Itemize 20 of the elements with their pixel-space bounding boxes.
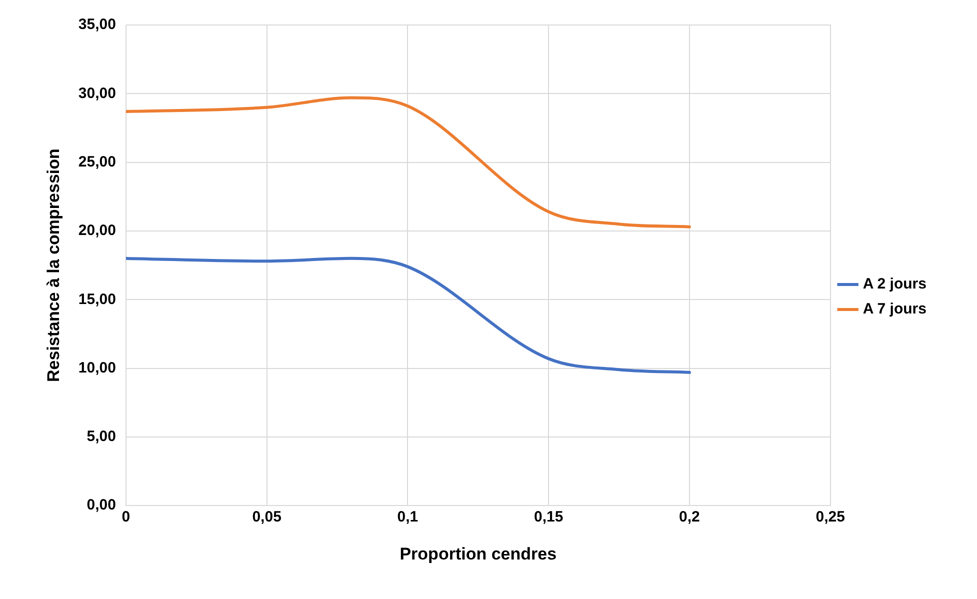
x-tick-label: 0,05 (252, 508, 282, 526)
y-axis-title: Resistance à la compression (44, 148, 63, 382)
y-tick-label: 30,00 (78, 84, 116, 102)
x-tick-label: 0,2 (679, 508, 700, 526)
line-series (126, 256, 691, 374)
y-tick-label: 20,00 (78, 222, 116, 240)
legend-label: A 7 jours (862, 300, 926, 318)
y-tick-label: 25,00 (78, 153, 116, 170)
line-series (126, 96, 691, 228)
y-tick-label: 15,00 (78, 290, 116, 308)
y-tick-label: 0,00 (86, 496, 116, 514)
y-tick-label: 10,00 (78, 359, 116, 376)
x-tick-label: 0 (122, 508, 130, 526)
y-tick-label: 5,00 (86, 428, 116, 446)
x-axis-title: Proportion cendres (400, 544, 557, 564)
x-tick-label: 0,1 (397, 508, 418, 526)
legend-label: A 2 jours (862, 276, 926, 293)
y-tick-label: 35,00 (78, 16, 116, 34)
x-tick-label: 0,15 (534, 508, 564, 526)
x-tick-label: 0,25 (816, 508, 845, 526)
